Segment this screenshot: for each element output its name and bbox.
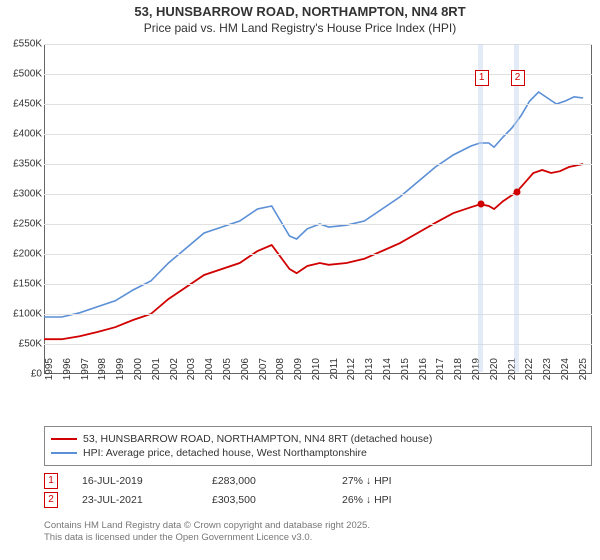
x-tick-label: 2018 — [453, 358, 464, 398]
x-tick-label: 2007 — [258, 358, 269, 398]
x-tick-label: 1996 — [62, 358, 73, 398]
series-line-price_paid — [44, 164, 583, 339]
event-price-1: £283,000 — [212, 475, 342, 487]
gridline-h — [44, 134, 592, 135]
x-tick-label: 2023 — [542, 358, 553, 398]
x-tick-label: 2020 — [489, 358, 500, 398]
event-row-2: 2 23-JUL-2021 £303,500 26% ↓ HPI — [44, 492, 592, 508]
legend-swatch-price-paid — [51, 438, 77, 440]
y-tick-label: £400K — [2, 129, 42, 140]
x-tick-label: 1997 — [80, 358, 91, 398]
x-tick-label: 2006 — [240, 358, 251, 398]
highlight-band — [478, 44, 483, 372]
title-line1: 53, HUNSBARROW ROAD, NORTHAMPTON, NN4 8R… — [0, 4, 600, 21]
legend-item-hpi: HPI: Average price, detached house, West… — [51, 447, 585, 459]
x-tick-label: 2015 — [400, 358, 411, 398]
y-tick-label: £150K — [2, 279, 42, 290]
sale-marker-box-2: 2 — [511, 70, 525, 86]
x-tick-label: 2010 — [311, 358, 322, 398]
event-delta-1: 27% ↓ HPI — [342, 475, 472, 487]
footer-note-2: This data is licensed under the Open Gov… — [44, 532, 370, 544]
event-marker-1: 1 — [44, 473, 58, 489]
gridline-h — [44, 224, 592, 225]
x-tick-label: 2022 — [524, 358, 535, 398]
gridline-h — [44, 194, 592, 195]
gridline-h — [44, 254, 592, 255]
y-tick-label: £0 — [2, 369, 42, 380]
x-tick-label: 2001 — [151, 358, 162, 398]
x-tick-label: 2003 — [186, 358, 197, 398]
x-tick-label: 2008 — [275, 358, 286, 398]
gridline-h — [44, 44, 592, 45]
legend-item-price-paid: 53, HUNSBARROW ROAD, NORTHAMPTON, NN4 8R… — [51, 433, 585, 445]
title-line2: Price paid vs. HM Land Registry's House … — [0, 21, 600, 37]
x-tick-label: 2009 — [293, 358, 304, 398]
y-tick-label: £200K — [2, 249, 42, 260]
event-date-1: 16-JUL-2019 — [82, 475, 212, 487]
sale-dot-2 — [513, 188, 520, 195]
x-tick-label: 2025 — [578, 358, 589, 398]
gridline-h — [44, 164, 592, 165]
events-table: 1 16-JUL-2019 £283,000 27% ↓ HPI 2 23-JU… — [44, 470, 592, 511]
y-tick-label: £100K — [2, 309, 42, 320]
y-tick-label: £300K — [2, 189, 42, 200]
legend-box: 53, HUNSBARROW ROAD, NORTHAMPTON, NN4 8R… — [44, 426, 592, 466]
gridline-h — [44, 314, 592, 315]
sale-marker-box-1: 1 — [475, 70, 489, 86]
x-tick-label: 1995 — [44, 358, 55, 398]
x-tick-label: 2000 — [133, 358, 144, 398]
highlight-band — [514, 44, 519, 372]
x-tick-label: 2014 — [382, 358, 393, 398]
x-tick-label: 2024 — [560, 358, 571, 398]
sale-dot-1 — [477, 201, 484, 208]
gridline-h — [44, 344, 592, 345]
y-tick-label: £500K — [2, 69, 42, 80]
event-date-2: 23-JUL-2021 — [82, 494, 212, 506]
legend-label-price-paid: 53, HUNSBARROW ROAD, NORTHAMPTON, NN4 8R… — [83, 433, 432, 445]
event-marker-2: 2 — [44, 492, 58, 508]
y-tick-label: £250K — [2, 219, 42, 230]
x-tick-label: 2004 — [204, 358, 215, 398]
x-tick-label: 2005 — [222, 358, 233, 398]
x-tick-label: 1998 — [97, 358, 108, 398]
y-tick-label: £550K — [2, 39, 42, 50]
event-delta-2: 26% ↓ HPI — [342, 494, 472, 506]
legend-label-hpi: HPI: Average price, detached house, West… — [83, 447, 367, 459]
event-price-2: £303,500 — [212, 494, 342, 506]
x-tick-label: 2013 — [364, 358, 375, 398]
x-tick-label: 2002 — [169, 358, 180, 398]
footer-notes: Contains HM Land Registry data © Crown c… — [44, 520, 370, 545]
chart-lines-svg — [44, 44, 592, 374]
gridline-h — [44, 284, 592, 285]
y-tick-label: £450K — [2, 99, 42, 110]
x-tick-label: 2016 — [418, 358, 429, 398]
y-tick-label: £350K — [2, 159, 42, 170]
y-tick-label: £50K — [2, 339, 42, 350]
x-tick-label: 2017 — [435, 358, 446, 398]
x-tick-label: 1999 — [115, 358, 126, 398]
legend-swatch-hpi — [51, 452, 77, 454]
footer-note-1: Contains HM Land Registry data © Crown c… — [44, 520, 370, 532]
gridline-h — [44, 104, 592, 105]
event-row-1: 1 16-JUL-2019 £283,000 27% ↓ HPI — [44, 473, 592, 489]
x-tick-label: 2012 — [346, 358, 357, 398]
x-tick-label: 2011 — [329, 358, 340, 398]
